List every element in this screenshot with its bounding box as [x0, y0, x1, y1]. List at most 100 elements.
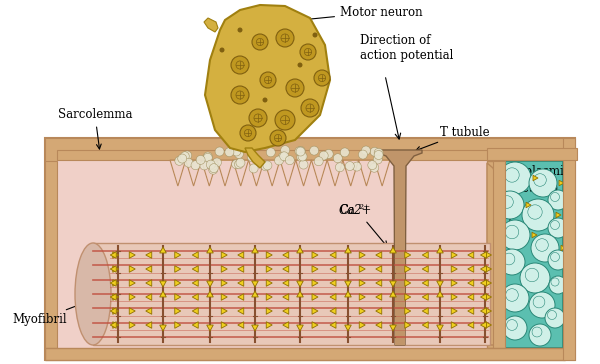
Polygon shape [146, 322, 152, 328]
Polygon shape [376, 252, 382, 258]
Bar [45, 348, 565, 360]
Polygon shape [170, 160, 390, 186]
Polygon shape [330, 294, 336, 300]
Polygon shape [113, 252, 119, 258]
Polygon shape [113, 266, 119, 272]
Polygon shape [570, 197, 575, 203]
Polygon shape [405, 322, 411, 328]
Circle shape [500, 220, 530, 250]
Polygon shape [175, 322, 181, 328]
Circle shape [263, 161, 272, 170]
Circle shape [249, 109, 267, 127]
Polygon shape [485, 252, 491, 258]
Polygon shape [344, 247, 352, 253]
Polygon shape [312, 252, 318, 258]
Polygon shape [283, 308, 289, 314]
Polygon shape [238, 294, 244, 300]
Polygon shape [113, 308, 119, 314]
Circle shape [212, 158, 221, 167]
Polygon shape [252, 247, 259, 253]
Polygon shape [192, 252, 198, 258]
Polygon shape [192, 280, 198, 286]
Circle shape [529, 324, 551, 346]
Circle shape [231, 56, 249, 74]
Circle shape [370, 163, 379, 172]
Circle shape [520, 263, 550, 293]
Polygon shape [171, 161, 185, 184]
Polygon shape [252, 281, 259, 287]
Circle shape [274, 156, 283, 165]
Polygon shape [266, 252, 272, 258]
Polygon shape [266, 266, 272, 272]
Polygon shape [266, 308, 272, 314]
Polygon shape [481, 280, 487, 286]
Polygon shape [312, 266, 318, 272]
Polygon shape [344, 325, 352, 331]
Text: Sarcoplasmic
reticulum: Sarcoplasmic reticulum [490, 166, 570, 194]
Circle shape [175, 157, 184, 165]
Polygon shape [405, 266, 411, 272]
Bar [45, 161, 57, 348]
Circle shape [209, 161, 218, 170]
Polygon shape [206, 291, 214, 297]
Polygon shape [221, 252, 227, 258]
Polygon shape [221, 308, 227, 314]
Polygon shape [175, 294, 181, 300]
Polygon shape [556, 212, 561, 218]
Polygon shape [187, 161, 200, 184]
Circle shape [340, 148, 349, 157]
Polygon shape [330, 280, 336, 286]
Bar [563, 138, 575, 360]
Polygon shape [485, 308, 491, 314]
Circle shape [275, 110, 295, 130]
Polygon shape [204, 18, 218, 32]
Polygon shape [113, 322, 119, 328]
Circle shape [266, 148, 275, 157]
Polygon shape [218, 161, 232, 184]
Circle shape [548, 218, 568, 238]
Polygon shape [312, 294, 318, 300]
Polygon shape [266, 322, 272, 328]
Circle shape [374, 148, 383, 157]
Polygon shape [359, 294, 365, 300]
Polygon shape [129, 280, 135, 286]
Polygon shape [344, 281, 352, 287]
Circle shape [313, 32, 317, 37]
Polygon shape [405, 294, 411, 300]
Polygon shape [160, 247, 166, 253]
Circle shape [501, 284, 529, 312]
Text: Sarcolemma: Sarcolemma [58, 108, 132, 149]
Polygon shape [570, 225, 575, 231]
Polygon shape [481, 294, 487, 300]
Bar [497, 161, 563, 348]
Circle shape [238, 28, 242, 32]
Circle shape [203, 152, 212, 161]
Circle shape [296, 146, 305, 155]
Circle shape [215, 147, 224, 156]
Polygon shape [359, 252, 365, 258]
Polygon shape [344, 161, 358, 184]
Polygon shape [238, 280, 244, 286]
Circle shape [203, 153, 212, 162]
Polygon shape [312, 308, 318, 314]
Polygon shape [175, 280, 181, 286]
Circle shape [281, 146, 290, 155]
Polygon shape [330, 308, 336, 314]
Circle shape [280, 152, 289, 161]
Polygon shape [281, 161, 295, 184]
Polygon shape [376, 308, 382, 314]
Polygon shape [485, 266, 491, 272]
Polygon shape [485, 322, 491, 328]
Polygon shape [405, 280, 411, 286]
Polygon shape [175, 266, 181, 272]
Polygon shape [252, 325, 259, 331]
Polygon shape [296, 281, 304, 287]
Circle shape [206, 160, 215, 169]
Polygon shape [146, 252, 152, 258]
Text: 2+: 2+ [358, 203, 370, 211]
Polygon shape [312, 322, 318, 328]
Polygon shape [110, 308, 116, 314]
Polygon shape [481, 266, 487, 272]
Ellipse shape [75, 243, 111, 345]
Polygon shape [202, 161, 216, 184]
